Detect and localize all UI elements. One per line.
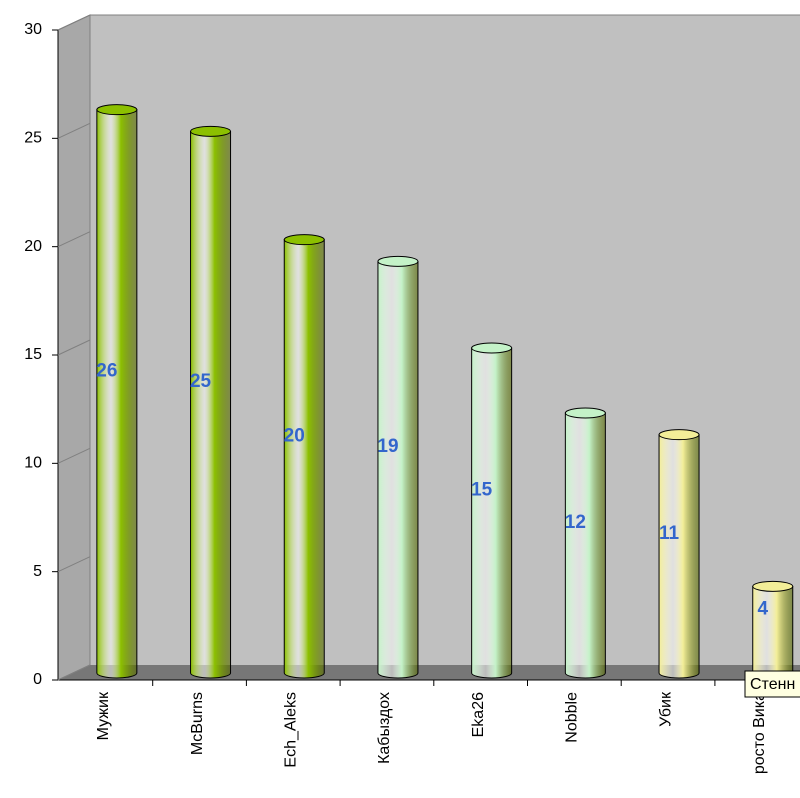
bar	[377, 260, 419, 679]
bar-top	[283, 234, 325, 246]
bar-top	[190, 125, 232, 137]
grid-line	[57, 556, 91, 573]
bar	[96, 109, 138, 679]
grid-line	[57, 339, 91, 356]
grid-line	[57, 14, 91, 31]
value-label: 11	[659, 523, 680, 544]
y-tick-label: 0	[33, 671, 42, 688]
tooltip-text: Стенн	[750, 676, 795, 693]
floor	[58, 665, 800, 680]
tooltip	[744, 670, 800, 698]
value-label: 19	[377, 436, 398, 457]
y-tick-label: 30	[24, 21, 42, 38]
bar-top	[658, 429, 700, 441]
x-tick-label: Ech_Aleks	[282, 692, 299, 768]
y-tick-label: 25	[24, 130, 42, 147]
bar-top	[96, 104, 138, 116]
bar	[564, 412, 606, 679]
bar-top	[564, 407, 606, 419]
value-label: 15	[471, 480, 493, 501]
bar	[471, 347, 513, 679]
grid-line	[57, 231, 91, 248]
bar-top	[377, 255, 419, 267]
x-tick-label: росто Вика	[751, 692, 768, 774]
y-tick-label: 20	[24, 238, 42, 255]
grid-line	[57, 664, 91, 681]
bar-top	[471, 342, 513, 354]
bar	[190, 130, 232, 679]
value-label: 26	[96, 360, 117, 381]
x-tick-label: McBurns	[189, 692, 206, 755]
x-tick-label: Убик	[657, 691, 674, 727]
bar	[283, 239, 325, 679]
value-label: 20	[284, 425, 305, 446]
grid-line	[57, 122, 91, 139]
value-label: 4	[757, 599, 768, 620]
x-tick-label: Eka26	[470, 692, 487, 737]
y-tick-label: 10	[24, 455, 42, 472]
value-label: 12	[565, 512, 586, 533]
value-label: 25	[190, 371, 212, 392]
grid-line	[57, 447, 91, 464]
x-tick-label: Nobble	[564, 692, 581, 743]
bar-top	[752, 580, 794, 592]
bar	[658, 434, 700, 679]
x-tick-label: Мужик	[95, 691, 112, 740]
back-wall	[58, 15, 800, 680]
x-tick-label: Кабыздох	[376, 692, 393, 764]
y-tick-label: 15	[24, 346, 42, 363]
y-tick-label: 5	[33, 563, 42, 580]
